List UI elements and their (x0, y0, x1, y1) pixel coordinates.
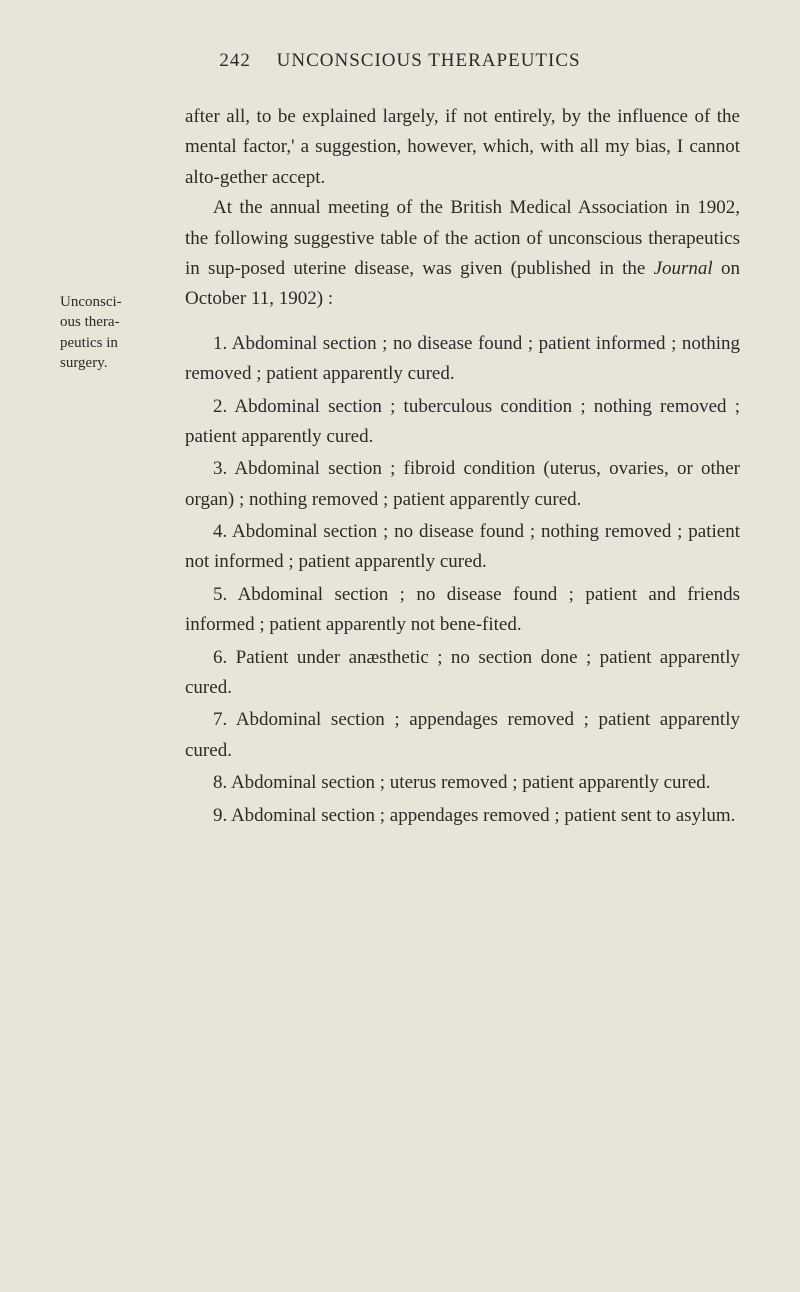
journal-title-italic: Journal (654, 258, 713, 279)
list-item: 9. Abdominal section ; appendages remove… (185, 801, 740, 831)
list-item: 3. Abdominal section ; fibroid condition… (185, 454, 740, 515)
list-item: 7. Abdominal section ; appendages remove… (185, 705, 740, 766)
page-header: 242 UNCONSCIOUS THERAPEUTICS (60, 50, 740, 72)
page-number: 242 (219, 50, 251, 71)
page-container: 242 UNCONSCIOUS THERAPEUTICS Unconsci- o… (60, 50, 740, 831)
body-paragraph: after all, to be explained largely, if n… (185, 102, 740, 193)
running-title: UNCONSCIOUS THERAPEUTICS (277, 50, 581, 71)
list-item: 5. Abdominal section ; no disease found … (185, 580, 740, 641)
list-item: 1. Abdominal section ; no disease found … (185, 329, 740, 390)
numbered-list: 1. Abdominal section ; no disease found … (185, 329, 740, 831)
main-content: after all, to be explained largely, if n… (185, 102, 740, 831)
marginal-note-text: Unconsci- ous thera- peutics in surgery. (60, 294, 122, 371)
body-paragraph: At the annual meeting of the British Med… (185, 193, 740, 315)
list-item: 6. Patient under anæsthetic ; no section… (185, 643, 740, 704)
list-item: 4. Abdominal section ; no disease found … (185, 517, 740, 578)
list-item: 8. Abdominal section ; uterus removed ; … (185, 768, 740, 798)
list-item: 2. Abdominal section ; tuberculous condi… (185, 392, 740, 453)
marginal-note: Unconsci- ous thera- peutics in surgery. (60, 292, 175, 373)
